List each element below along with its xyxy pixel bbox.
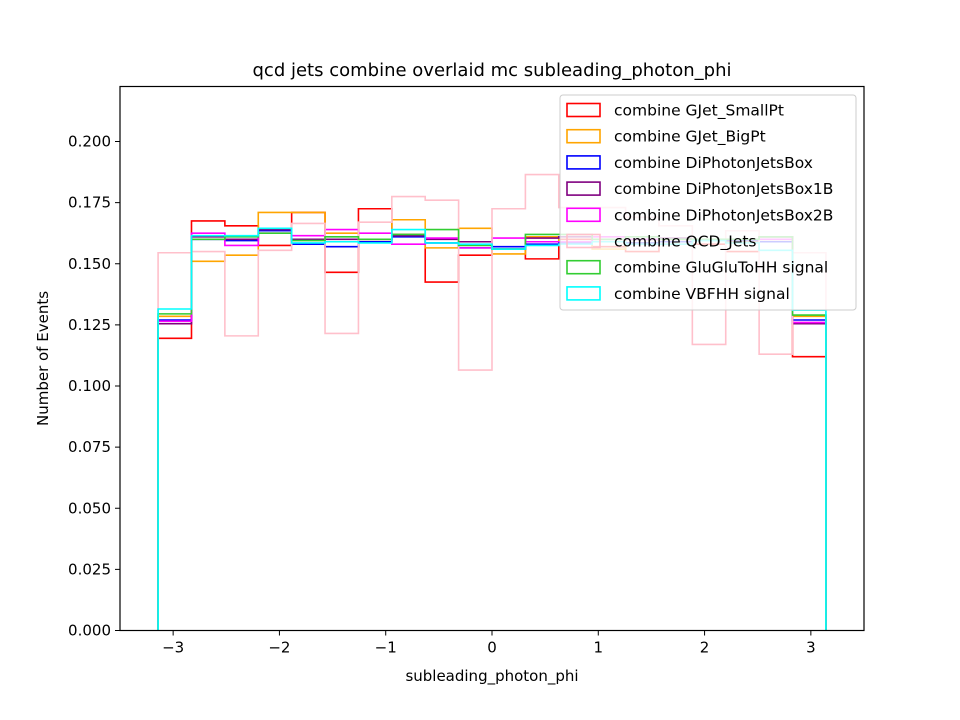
legend-swatch [566, 102, 601, 118]
x-tick-label: 1 [594, 639, 604, 657]
y-tick-label: 0.150 [68, 255, 111, 273]
legend-label: combine DiPhotonJetsBox2B [614, 206, 833, 224]
legend-swatch [566, 286, 601, 301]
legend-frame [559, 94, 857, 311]
x-tick-label: −1 [375, 639, 397, 657]
y-tick-label: 0.200 [68, 133, 111, 151]
legend-label: combine GJet_BigPt [614, 128, 766, 147]
x-tick-label: −3 [162, 639, 184, 657]
y-tick-label: 0.000 [68, 622, 111, 640]
legend-label: combine VBFHH signal [614, 285, 790, 303]
legend-label: combine GJet_SmallPt [614, 102, 784, 121]
legend-label: combine DiPhotonJetsBox1B [614, 180, 833, 198]
x-tick-label: −2 [268, 639, 290, 657]
y-tick-label: 0.050 [68, 499, 111, 517]
y-axis-label: Number of Events [34, 291, 52, 426]
y-tick-label: 0.075 [68, 438, 111, 456]
legend-swatch [566, 259, 601, 275]
legend-swatch [566, 233, 601, 249]
legend-swatch [566, 181, 601, 196]
x-tick-label: 2 [700, 639, 710, 657]
chart-title: qcd jets combine overlaid mc subleading_… [253, 60, 732, 81]
legend-swatch [566, 155, 601, 170]
legend-label: combine DiPhotonJetsBox [614, 154, 813, 172]
x-tick-label: 0 [487, 639, 497, 657]
legend-label: combine GluGluToHH signal [614, 259, 828, 277]
legend-swatch [566, 128, 601, 144]
x-axis: −3 −2 −1 0 1 2 3 [162, 630, 816, 657]
x-axis-label: subleading_photon_phi [405, 667, 578, 686]
y-axis: 0.000 0.025 0.050 0.075 0.100 0.125 0.150 0.175… [68, 133, 120, 640]
y-tick-label: 0.175 [68, 194, 111, 212]
y-tick-label: 0.125 [68, 316, 111, 334]
x-tick-label: 3 [806, 639, 816, 657]
legend-swatch [566, 207, 601, 223]
y-tick-label: 0.025 [68, 560, 111, 578]
y-tick-label: 0.100 [68, 377, 111, 395]
legend-label: combine QCD_Jets [614, 233, 757, 252]
